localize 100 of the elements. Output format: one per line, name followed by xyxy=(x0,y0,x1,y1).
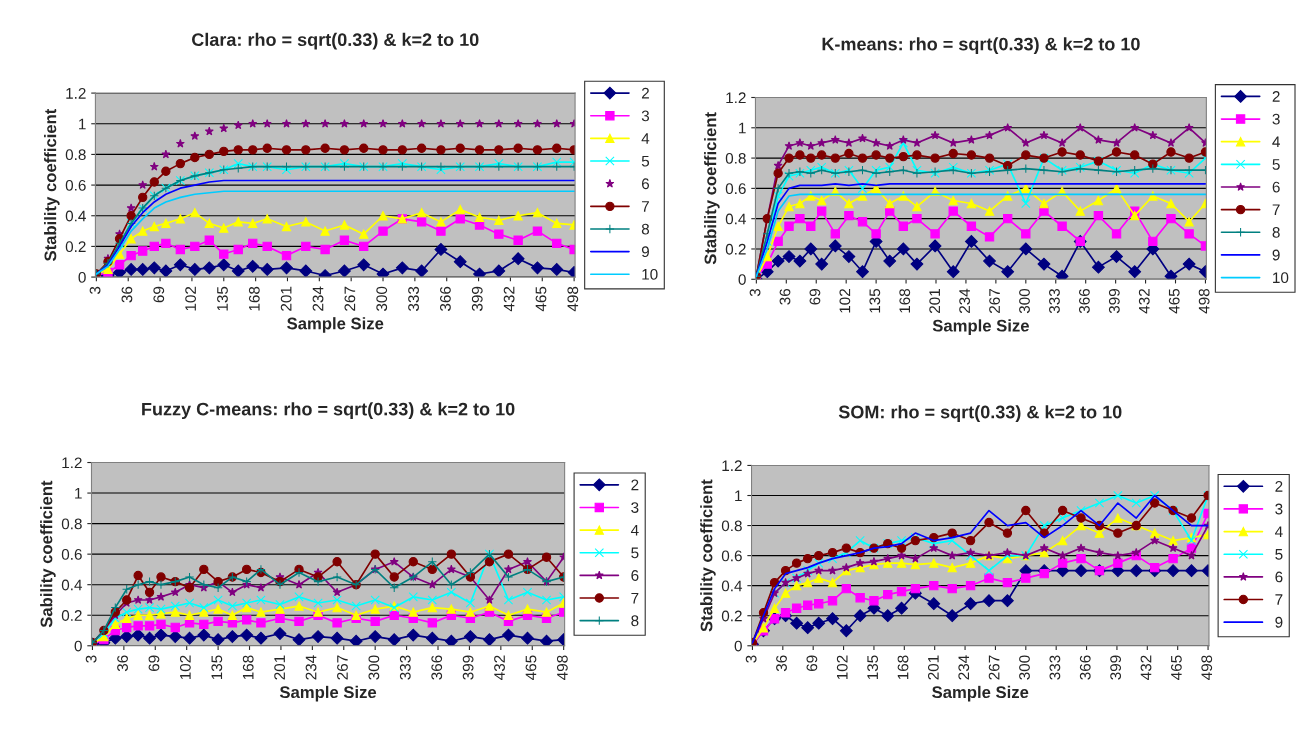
legend-label: 8 xyxy=(1272,226,1280,238)
y-tick-label: 1 xyxy=(75,488,82,499)
x-tick-label: 333 xyxy=(399,655,411,680)
legend-label: 6 xyxy=(631,570,639,581)
legend-label: 7 xyxy=(641,201,649,212)
y-tick-label: 1.2 xyxy=(722,460,742,471)
y-tick-label: 0.6 xyxy=(725,183,746,195)
y-tick-label: 0.4 xyxy=(65,210,86,222)
y-tick-label: 0.4 xyxy=(725,213,746,225)
x-tick-label: 399 xyxy=(1108,289,1120,314)
legend-label: 3 xyxy=(1272,113,1280,125)
y-tick-label: 0.8 xyxy=(61,518,82,530)
y-tick-label: 1.2 xyxy=(62,457,82,469)
x-tick-label: 3 xyxy=(89,286,101,295)
x-tick-label: 498 xyxy=(1201,655,1213,680)
legend-label: 6 xyxy=(1275,571,1283,583)
y-tick-label: 0.4 xyxy=(721,580,743,592)
y-tick-label: 0.8 xyxy=(725,152,746,164)
x-tick-label: 102 xyxy=(179,655,191,680)
y-tick-label: 1 xyxy=(79,118,86,130)
x-tick-label: 201 xyxy=(927,655,939,680)
x-tick-label: 69 xyxy=(806,655,818,672)
legend-label: 2 xyxy=(1275,480,1283,492)
x-tick-label: 465 xyxy=(535,286,547,312)
y-axis-title: Sability coefficient xyxy=(40,480,56,628)
x-tick-label: 333 xyxy=(1049,655,1061,680)
x-tick-label: 399 xyxy=(1110,655,1122,680)
legend-label: 3 xyxy=(631,502,639,513)
x-tick-label: 234 xyxy=(958,655,970,680)
x-tick-label: 168 xyxy=(897,655,909,680)
x-tick-label: 36 xyxy=(117,655,128,672)
x-tick-label: 102 xyxy=(839,289,851,313)
x-tick-label: 267 xyxy=(337,655,348,680)
x-tick-label: 135 xyxy=(867,655,879,680)
x-axis-title: Sample Size xyxy=(932,319,1029,335)
x-tick-label: 3 xyxy=(85,655,97,663)
chart-title: Clara: rho = sqrt(0.33) & k=2 to 10 xyxy=(192,32,479,50)
x-tick-label: 36 xyxy=(121,286,133,303)
y-tick-label: 0 xyxy=(74,640,82,652)
x-tick-label: 465 xyxy=(1170,655,1182,680)
x-tick-label: 366 xyxy=(1078,288,1090,314)
x-tick-label: 300 xyxy=(376,286,388,312)
y-tick-label: 0 xyxy=(78,271,86,283)
x-tick-label: 366 xyxy=(431,655,443,680)
legend-label: 9 xyxy=(1275,616,1283,628)
x-tick-label: 300 xyxy=(1019,655,1030,680)
x-tick-label: 300 xyxy=(1019,288,1030,314)
legend-label: 2 xyxy=(641,87,649,99)
y-axis-title: Stability coefficient xyxy=(44,108,60,261)
legend-label: 5 xyxy=(1272,159,1280,170)
x-tick-label: 432 xyxy=(494,655,505,680)
x-tick-label: 102 xyxy=(836,655,848,680)
x-tick-label: 465 xyxy=(525,655,537,680)
x-tick-label: 366 xyxy=(1079,655,1091,680)
legend-label: 7 xyxy=(631,592,639,604)
x-tick-label: 69 xyxy=(153,286,165,303)
legend-label: 7 xyxy=(1272,204,1280,215)
legend-label: 4 xyxy=(1275,526,1283,537)
y-tick-label: 0.6 xyxy=(721,550,742,562)
x-tick-label: 366 xyxy=(440,286,451,312)
x-tick-label: 201 xyxy=(929,289,941,314)
x-tick-label: 432 xyxy=(1138,289,1150,314)
x-tick-label: 135 xyxy=(869,288,881,313)
y-tick-label: 0.2 xyxy=(61,610,82,621)
legend-label: 8 xyxy=(631,615,639,627)
x-tick-label: 234 xyxy=(305,655,317,680)
legend-label: 5 xyxy=(1275,549,1283,560)
x-tick-label: 234 xyxy=(312,286,324,311)
y-tick-label: 0.6 xyxy=(61,549,82,560)
x-tick-label: 102 xyxy=(185,286,197,311)
x-tick-label: 3 xyxy=(749,288,761,297)
x-tick-label: 333 xyxy=(408,286,419,312)
legend-label: 4 xyxy=(1272,136,1280,148)
y-axis-title: Stability coefficient xyxy=(704,112,720,265)
legend-label: 5 xyxy=(641,155,650,167)
legend-label: 2 xyxy=(631,479,639,491)
y-tick-label: 0.4 xyxy=(61,579,83,591)
x-tick-label: 69 xyxy=(148,655,160,672)
y-tick-label: 0 xyxy=(738,274,746,285)
x-tick-label: 465 xyxy=(1168,288,1180,314)
x-tick-label: 267 xyxy=(344,286,356,311)
x-tick-label: 498 xyxy=(567,286,579,312)
legend-label: 2 xyxy=(1272,91,1280,102)
x-tick-label: 399 xyxy=(462,655,474,680)
y-tick-label: 1 xyxy=(739,122,746,134)
x-tick-label: 3 xyxy=(745,655,757,663)
y-tick-label: 0.6 xyxy=(65,179,86,191)
x-tick-label: 135 xyxy=(211,655,223,680)
legend-label: 6 xyxy=(1272,181,1280,193)
y-tick-label: 0.2 xyxy=(725,243,746,255)
x-tick-label: 267 xyxy=(989,289,1000,314)
x-tick-label: 135 xyxy=(217,286,228,311)
x-axis-title: Sample Size xyxy=(932,685,1029,702)
legend-label: 4 xyxy=(641,133,650,144)
y-tick-label: 0.8 xyxy=(65,149,86,161)
legend-label: 3 xyxy=(641,110,650,122)
chart-title: K-means: rho = sqrt(0.33) & k=2 to 10 xyxy=(822,37,1140,55)
y-tick-label: 1 xyxy=(735,490,742,502)
x-tick-label: 399 xyxy=(471,286,483,312)
y-tick-label: 1.2 xyxy=(726,92,746,104)
